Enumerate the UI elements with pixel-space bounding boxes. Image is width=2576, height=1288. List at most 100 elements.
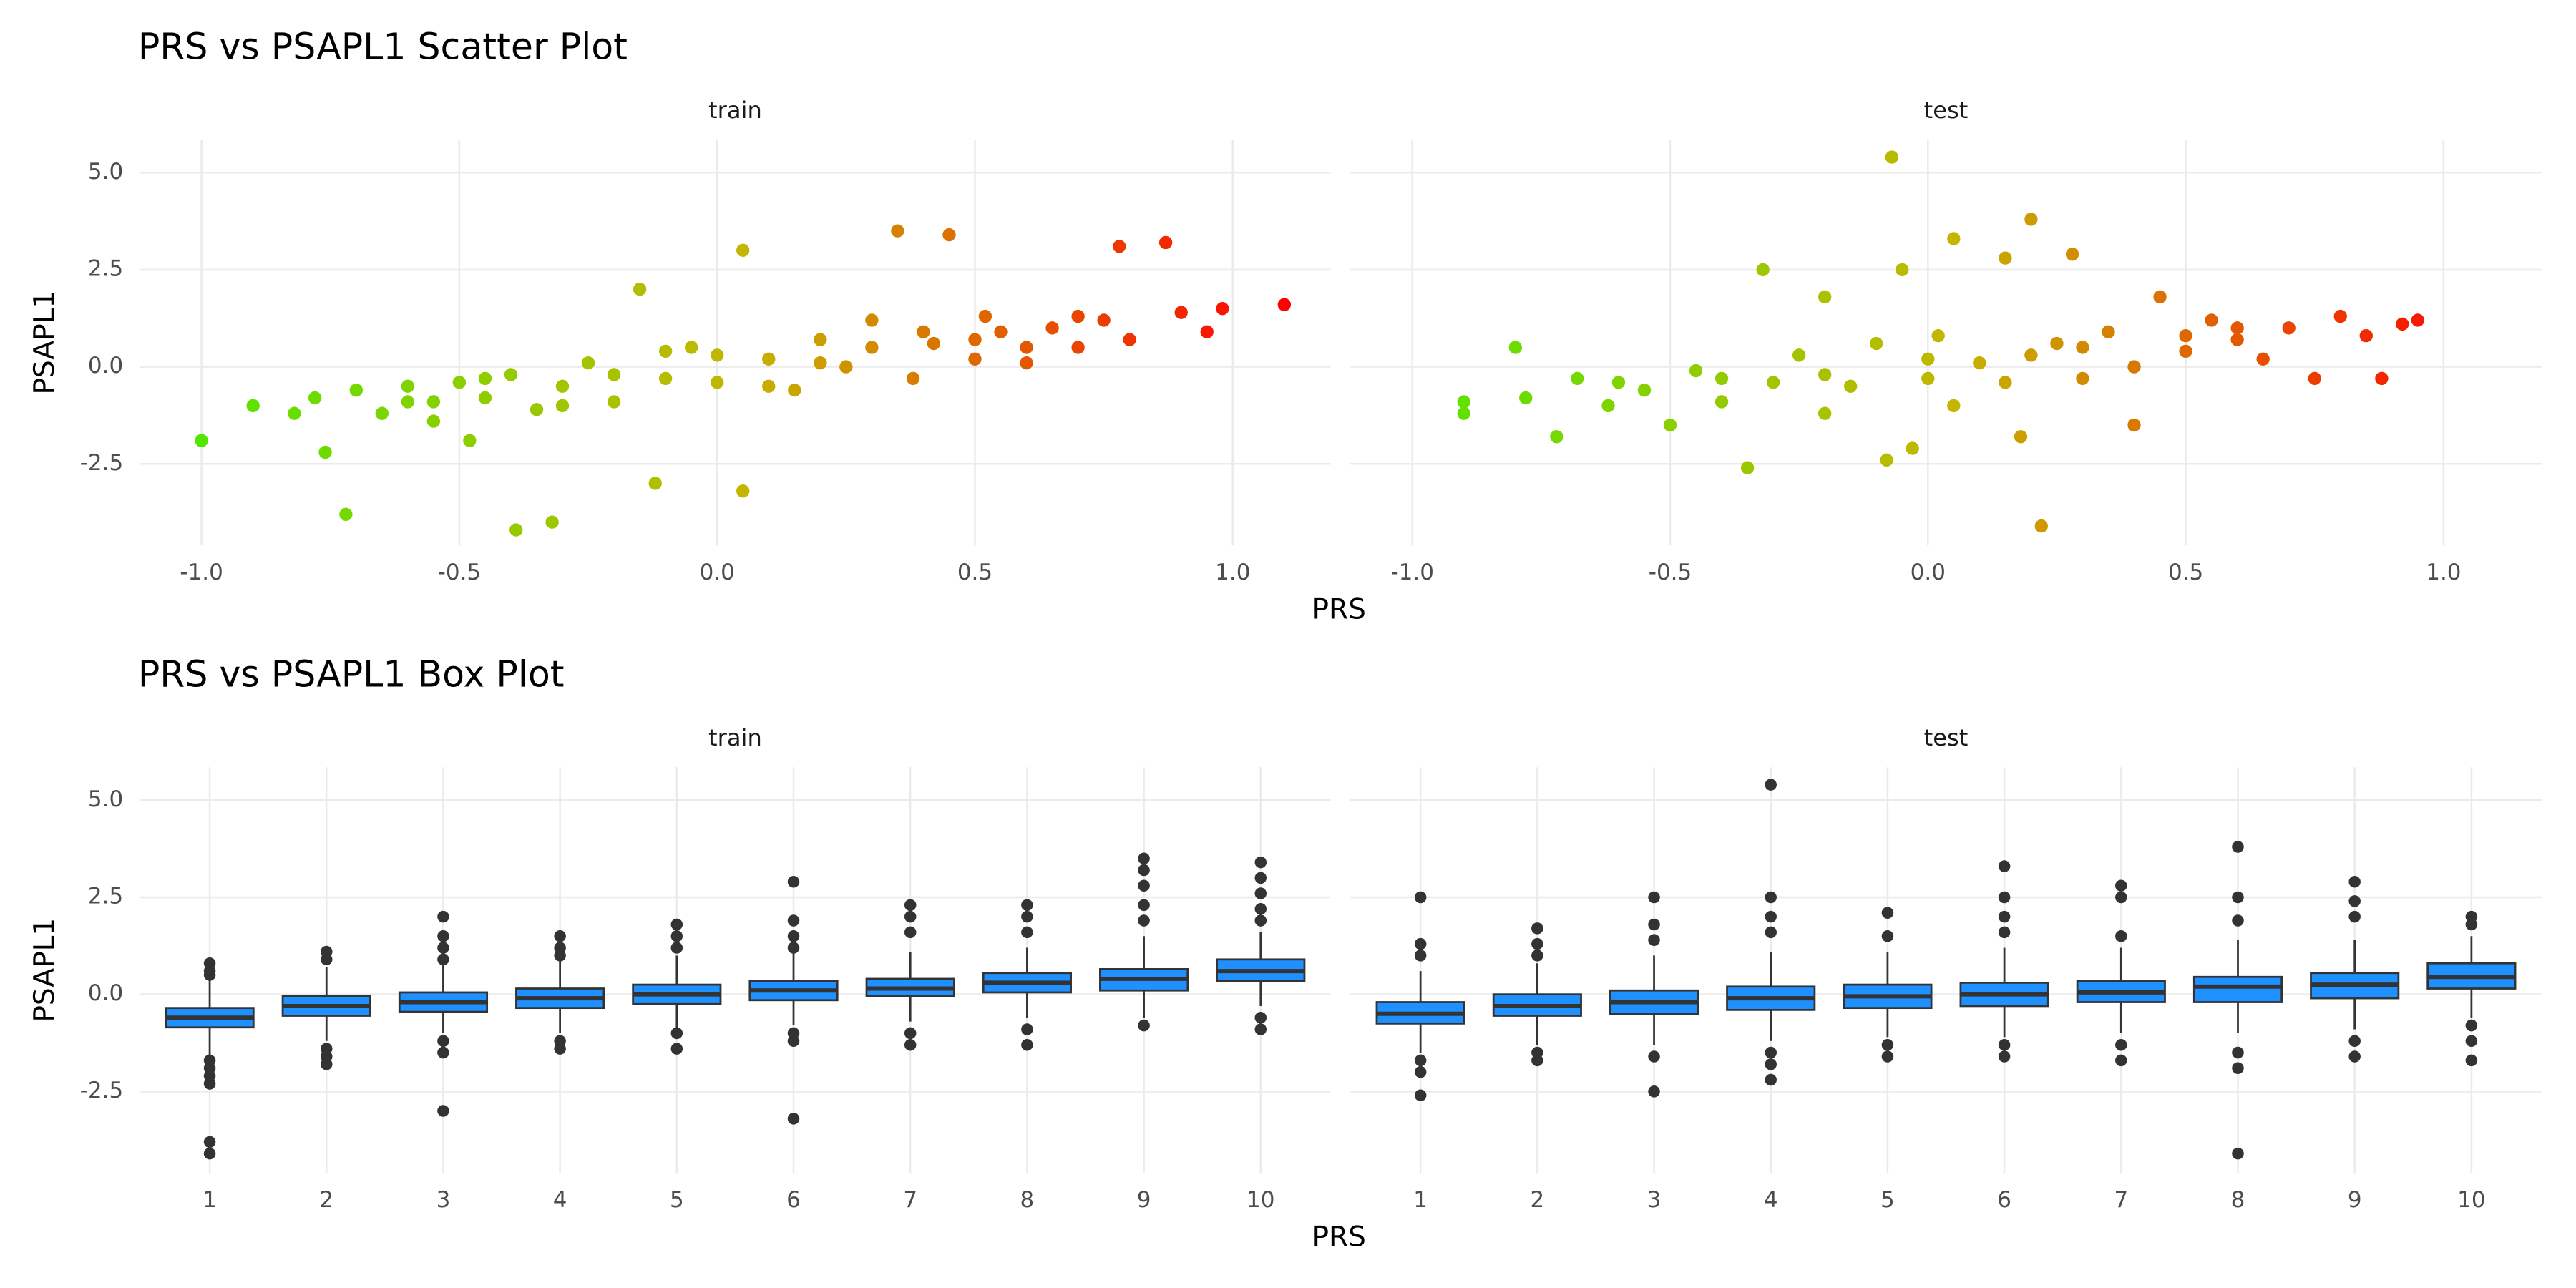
outlier	[1765, 910, 1777, 923]
point	[2102, 325, 2115, 338]
y-tick-label: -2.5	[80, 1078, 123, 1103]
x-tick-label: 3	[436, 1187, 451, 1213]
x-tick-label: 1.0	[1215, 560, 1250, 585]
outlier	[670, 1043, 683, 1055]
point	[762, 352, 776, 366]
outlier	[2232, 1147, 2244, 1160]
point	[1740, 461, 1755, 474]
point	[736, 484, 750, 498]
outlier	[2348, 910, 2361, 923]
outlier	[1998, 1050, 2011, 1063]
outlier	[1531, 950, 1543, 962]
outlier	[1531, 922, 1543, 935]
outlier	[2232, 891, 2244, 904]
outlier	[554, 950, 566, 962]
point	[994, 325, 1008, 338]
outlier	[1998, 860, 2011, 872]
outlier	[2115, 891, 2127, 904]
point	[1906, 441, 1919, 455]
outlier	[1531, 937, 1543, 950]
point	[288, 406, 301, 420]
point	[1216, 302, 1229, 316]
x-tick-label: -1.0	[180, 560, 223, 585]
point	[2230, 333, 2244, 346]
outlier	[1254, 887, 1267, 899]
chart-title: PRS vs PSAPL1 Box Plot	[138, 653, 565, 695]
point	[504, 368, 518, 381]
x-tick-label: 10	[2457, 1187, 2485, 1213]
x-tick-label: 7	[2114, 1187, 2128, 1213]
point	[349, 383, 363, 397]
outlier	[787, 930, 800, 942]
outlier	[2232, 841, 2244, 853]
chart-title: PRS vs PSAPL1 Scatter Plot	[138, 25, 628, 67]
x-axis-title: PRS	[1312, 594, 1365, 626]
point	[318, 445, 332, 459]
point	[2127, 360, 2141, 374]
point	[2179, 329, 2192, 343]
point	[788, 383, 801, 397]
point	[2024, 213, 2038, 226]
outlier	[437, 953, 449, 966]
outlier	[904, 899, 917, 912]
outlier	[1254, 903, 1267, 915]
outlier	[2348, 876, 2361, 888]
outlier	[1138, 852, 1150, 864]
point	[1113, 240, 1126, 253]
outlier	[1648, 1050, 1660, 1063]
outlier	[1998, 1038, 2011, 1051]
outlier	[1021, 926, 1033, 939]
point	[711, 348, 724, 362]
point	[2308, 371, 2321, 386]
outlier	[437, 1046, 449, 1059]
y-tick-label: 2.5	[88, 883, 123, 909]
point	[452, 376, 467, 389]
outlier	[1414, 1054, 1427, 1067]
point	[2411, 313, 2425, 327]
outlier	[203, 1078, 216, 1090]
outlier	[904, 1027, 917, 1040]
x-tick-label: 4	[1764, 1187, 1778, 1213]
outlier	[787, 942, 800, 954]
point	[1947, 399, 1961, 413]
outlier	[2115, 1038, 2127, 1051]
point	[1844, 379, 1858, 393]
x-tick-label: 9	[1137, 1187, 1151, 1213]
point	[1921, 371, 1935, 386]
point	[426, 395, 441, 409]
point	[607, 368, 621, 381]
point	[927, 336, 941, 351]
point	[1885, 150, 1899, 164]
point	[968, 352, 982, 366]
point	[1947, 232, 1961, 245]
y-tick-label: 0.0	[88, 353, 123, 379]
outlier	[1254, 872, 1267, 884]
point	[2230, 321, 2244, 335]
point	[1818, 290, 1832, 304]
outlier	[787, 1035, 800, 1048]
outlier	[1765, 779, 1777, 791]
outlier	[1765, 926, 1777, 939]
point	[633, 282, 647, 296]
outlier	[1138, 899, 1150, 912]
outlier	[2115, 930, 2127, 942]
outlier	[1998, 926, 2011, 939]
outlier	[787, 876, 800, 888]
point	[1123, 333, 1136, 346]
point	[2076, 371, 2089, 386]
point	[1921, 352, 1935, 366]
point	[607, 395, 621, 409]
point	[762, 379, 776, 393]
point	[2153, 290, 2167, 304]
outlier	[1138, 864, 1150, 877]
strip-label: train	[708, 724, 762, 751]
point	[736, 243, 750, 257]
point	[246, 399, 260, 413]
point	[1880, 453, 1893, 467]
point	[1663, 418, 1677, 432]
outlier	[2348, 1050, 2361, 1063]
point	[865, 341, 879, 354]
x-tick-label: 4	[553, 1187, 567, 1213]
outlier	[1254, 914, 1267, 927]
